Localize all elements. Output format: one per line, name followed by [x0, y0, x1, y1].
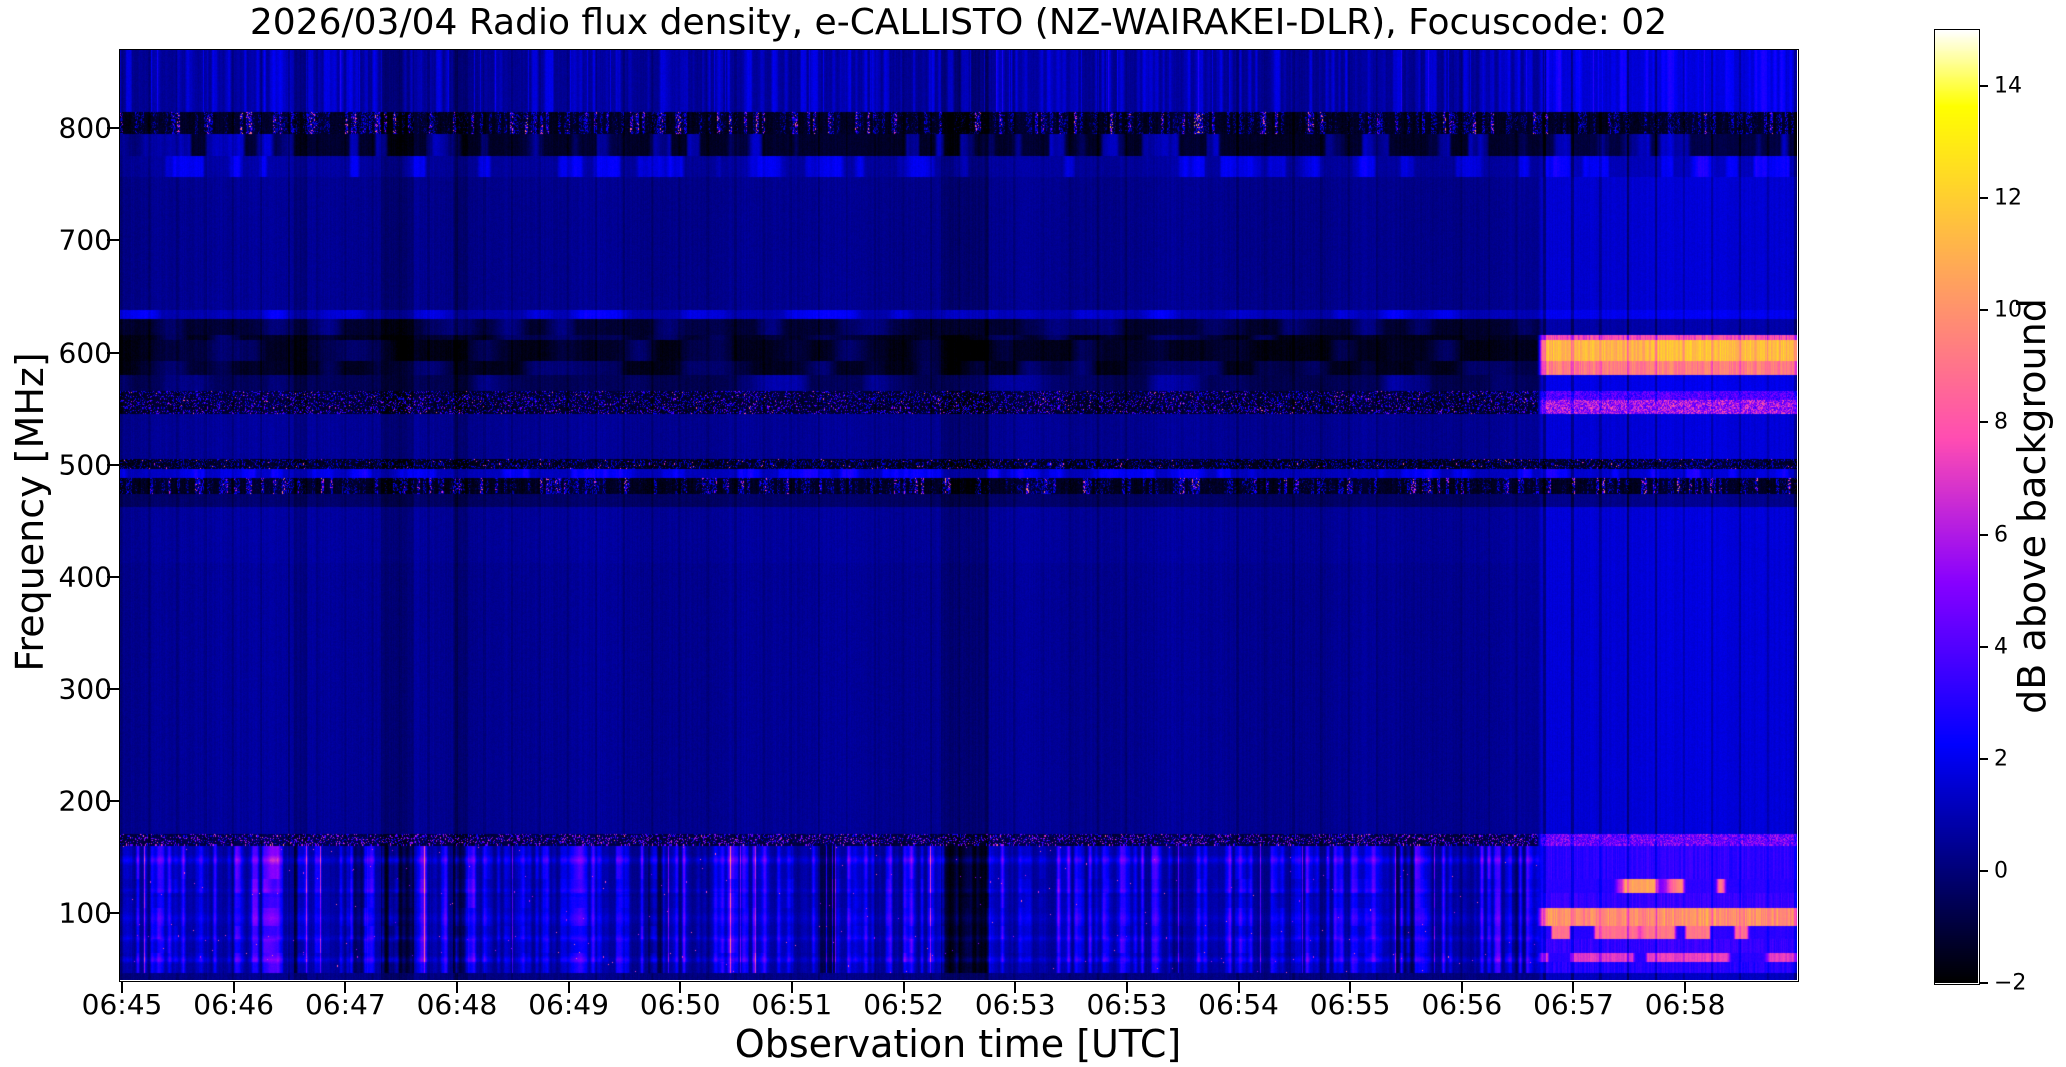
- y-tick-label: 400: [58, 560, 112, 594]
- colorbar-gradient: [1935, 30, 1978, 983]
- colorbar-tick-mark: [1979, 645, 1988, 648]
- colorbar-tick-mark: [1979, 869, 1988, 872]
- x-tick-label: 06:46: [193, 988, 274, 1021]
- y-tick-mark: [107, 575, 119, 578]
- x-tick-mark: [1684, 981, 1687, 993]
- y-tick-mark: [107, 127, 119, 130]
- x-tick-label: 06:52: [863, 988, 944, 1021]
- y-tick-label: 600: [58, 336, 112, 370]
- x-tick-label: 06:58: [1644, 988, 1726, 1021]
- x-axis-label: Observation time [UTC]: [734, 1022, 1182, 1066]
- x-tick-mark: [344, 981, 347, 993]
- colorbar-tick-label: 6: [1994, 522, 2008, 548]
- y-tick-mark: [107, 687, 119, 690]
- y-tick-label: 800: [58, 111, 112, 145]
- y-tick-label: 700: [58, 223, 112, 257]
- x-tick-label: 06:57: [1533, 988, 1614, 1021]
- x-tick-mark: [1572, 981, 1575, 993]
- x-tick-label: 06:56: [1421, 988, 1503, 1021]
- colorbar-tick-mark: [1979, 421, 1988, 424]
- x-tick-label: 06:49: [528, 988, 609, 1021]
- x-tick-mark: [679, 981, 682, 993]
- x-tick-mark: [1460, 981, 1463, 993]
- y-tick-mark: [107, 911, 119, 914]
- x-tick-mark: [1237, 981, 1240, 993]
- colorbar-tick-mark: [1979, 757, 1988, 760]
- x-tick-label: 06:54: [1198, 988, 1279, 1021]
- colorbar-tick-mark: [1979, 197, 1988, 200]
- x-tick-mark: [121, 981, 123, 993]
- colorbar-border: [1934, 29, 1980, 985]
- y-tick-mark: [107, 799, 119, 802]
- y-tick-mark: [107, 239, 119, 242]
- y-tick-label: 200: [58, 784, 112, 818]
- x-tick-mark: [567, 981, 570, 993]
- colorbar-tick-mark: [1979, 982, 1988, 984]
- x-tick-mark: [455, 981, 458, 993]
- x-tick-label: 06:47: [304, 988, 386, 1021]
- colorbar-tick-mark: [1979, 85, 1988, 88]
- y-tick-label: 100: [58, 896, 112, 930]
- colorbar-tick-label: 12: [1994, 185, 2022, 211]
- colorbar-tick-mark: [1979, 309, 1988, 312]
- colorbar-tick-mark: [1979, 533, 1988, 536]
- x-tick-label: 06:55: [1309, 988, 1391, 1021]
- colorbar-tick-label: 8: [1994, 409, 2008, 435]
- x-tick-mark: [1014, 981, 1017, 993]
- y-tick-mark: [107, 351, 119, 354]
- x-tick-mark: [1125, 981, 1128, 993]
- colorbar-tick-label: 0: [1994, 858, 2008, 884]
- x-tick-mark: [790, 981, 793, 993]
- colorbar-tick-label: 10: [1994, 297, 2022, 323]
- plot-title: 2026/03/04 Radio flux density, e-CALLIST…: [249, 2, 1668, 43]
- x-tick-label: 06:45: [81, 988, 163, 1021]
- x-tick-label: 06:51: [751, 988, 833, 1021]
- y-tick-label: 300: [58, 672, 112, 706]
- y-tick-label: 500: [58, 448, 112, 482]
- x-tick-label: 06:50: [639, 988, 721, 1021]
- colorbar-tick-label: 4: [1994, 634, 2008, 660]
- x-tick-label: 06:48: [416, 988, 498, 1021]
- x-tick-mark: [1349, 981, 1352, 993]
- x-tick-label: 06:53: [974, 988, 1056, 1021]
- colorbar-tick-label: −2: [1994, 970, 2027, 996]
- x-tick-label: 06:53: [1086, 988, 1168, 1021]
- colorbar-tick-label: 14: [1994, 73, 2022, 99]
- y-axis-label: Frequency [MHz]: [8, 352, 52, 672]
- x-tick-mark: [232, 981, 235, 993]
- spectrogram-canvas: [120, 50, 1797, 980]
- y-tick-mark: [107, 463, 119, 466]
- colorbar-tick-label: 2: [1994, 746, 2008, 772]
- colorbar-label: dB above background: [2010, 298, 2054, 714]
- x-tick-mark: [902, 981, 905, 993]
